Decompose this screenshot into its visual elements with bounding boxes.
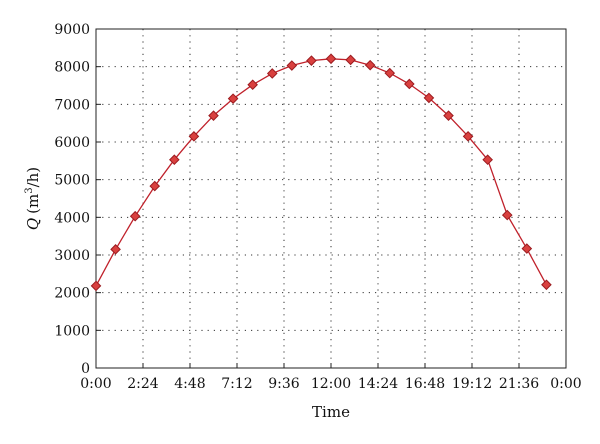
data-point-marker — [110, 244, 121, 255]
data-point-marker — [90, 280, 102, 292]
y-tick-label: 5000 — [54, 173, 90, 189]
data-point-marker — [169, 154, 180, 166]
data-point-marker — [306, 55, 317, 66]
data-point-marker — [345, 54, 356, 66]
data-point-marker — [541, 279, 552, 291]
grid-lines — [96, 29, 566, 368]
data-point-marker — [149, 180, 161, 192]
plot-frame — [95, 28, 567, 369]
y-axis-label-unit-sup: 3 — [24, 187, 35, 193]
data-point-marker — [384, 67, 396, 79]
y-tick-label: 6000 — [54, 135, 90, 151]
y-tick-label: 2000 — [54, 286, 90, 302]
y-tick-label: 7000 — [54, 97, 90, 113]
data-point-marker — [521, 243, 533, 254]
data-point-marker — [364, 59, 376, 71]
x-tick-label: 4:48 — [174, 376, 205, 392]
y-tick-label: 4000 — [54, 210, 90, 226]
data-point-marker — [286, 60, 298, 71]
y-tick-label: 1000 — [54, 323, 90, 339]
y-axis-label-unit: (m — [24, 194, 42, 214]
data-point-marker — [423, 92, 435, 104]
axis-ticks: 0:00 2:24 4:48 7:12 9:36 12:00 14:24 16:48 19:12… — [54, 22, 581, 392]
x-tick-label: 0:00 — [550, 376, 581, 392]
x-tick-label: 7:12 — [221, 376, 252, 392]
x-tick-label: 2:24 — [127, 376, 159, 392]
x-tick-label: 14:24 — [358, 376, 398, 392]
x-tick-label: 12:00 — [311, 376, 351, 392]
data-point-marker — [247, 79, 258, 91]
data-point-marker — [208, 110, 219, 121]
data-point-marker — [325, 53, 337, 65]
data-point-marker — [482, 154, 493, 166]
x-axis-label: Time — [312, 403, 350, 421]
x-tick-label: 16:48 — [405, 376, 445, 392]
x-tick-label: 21:36 — [499, 376, 539, 392]
y-tick-label: 0 — [81, 361, 90, 377]
y-axis-label-symbol: Q — [24, 218, 42, 230]
data-point-marker — [501, 209, 513, 221]
x-tick-label: 9:36 — [268, 376, 300, 392]
x-tick-label: 0:00 — [80, 376, 111, 392]
data-point-marker — [266, 68, 278, 79]
data-point-marker — [129, 210, 141, 222]
y-tick-label: 3000 — [54, 248, 90, 264]
data-point-marker — [188, 131, 200, 142]
y-axis-label-unit-end: /h) — [24, 167, 42, 188]
series-line — [95, 58, 547, 287]
y-axis-label: Q (m3/h) — [24, 167, 42, 230]
y-tick-label: 9000 — [54, 22, 90, 38]
series-layer — [90, 53, 552, 292]
data-point-marker — [404, 78, 415, 90]
data-point-marker — [443, 110, 454, 121]
x-tick-label: 19:12 — [452, 376, 492, 392]
data-point-marker — [227, 93, 239, 104]
data-point-marker — [462, 131, 474, 142]
y-tick-label: 8000 — [54, 60, 90, 76]
